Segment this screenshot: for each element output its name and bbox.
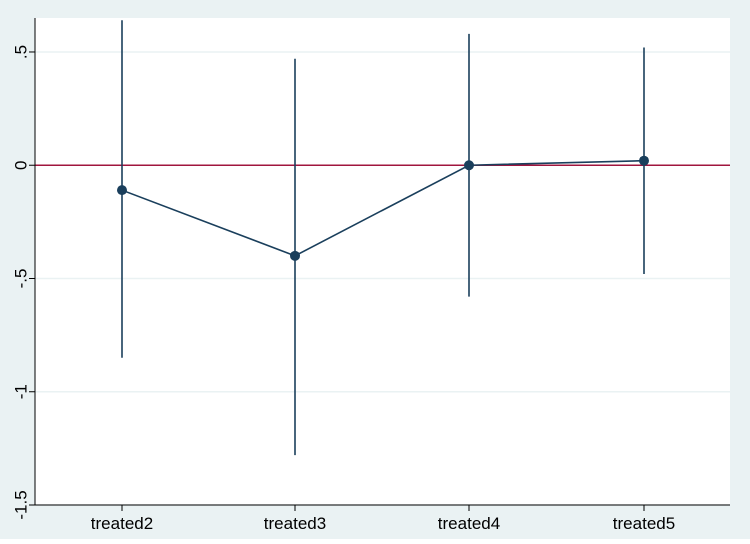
- y-tick-label: .5: [12, 45, 31, 59]
- y-tick-label: -1.5: [12, 490, 31, 519]
- x-tick-label-treated2: treated2: [91, 514, 153, 533]
- x-tick-label-treated5: treated5: [613, 514, 675, 533]
- y-tick-label: -.5: [12, 269, 31, 289]
- point-estimate-treated4: [464, 160, 474, 171]
- point-estimate-treated5: [639, 155, 649, 166]
- estimate-line: [121, 159, 645, 257]
- plot-area: [35, 18, 730, 505]
- point-estimate-treated2: [117, 185, 127, 196]
- y-tick-label: -1: [12, 384, 31, 399]
- y-tick-label: 0: [12, 160, 31, 169]
- x-tick-label-treated3: treated3: [264, 514, 326, 533]
- x-tick-label-treated4: treated4: [438, 514, 500, 533]
- point-estimate-treated3: [290, 250, 300, 261]
